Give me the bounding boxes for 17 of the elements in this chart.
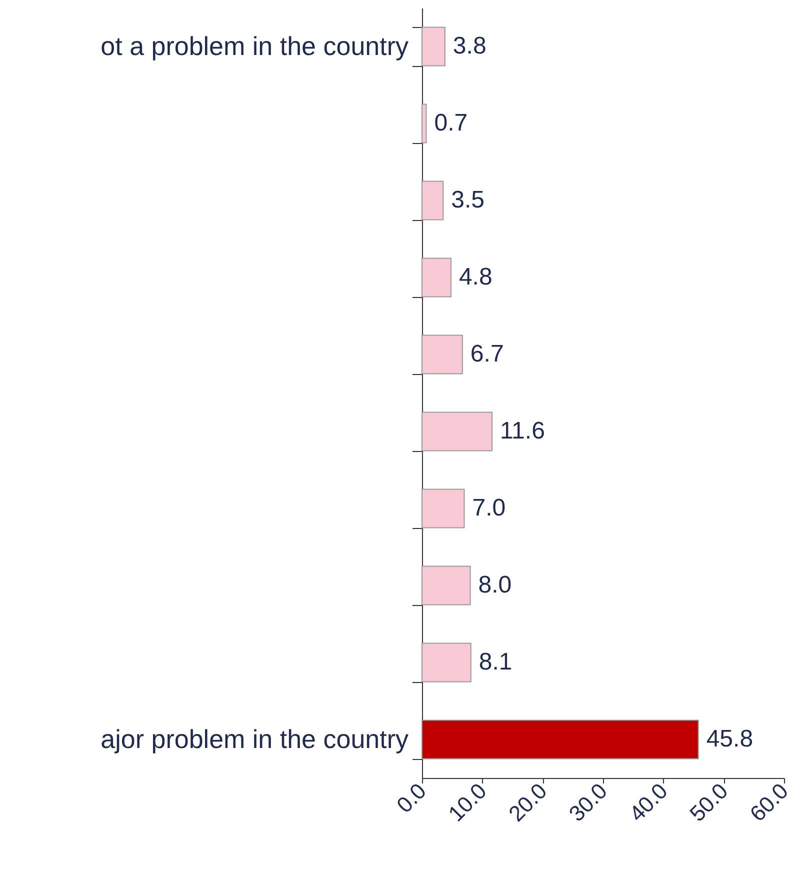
x-tick-label: 40.0 [624,778,672,826]
data-label: 8.0 [478,572,512,598]
data-label: 8.1 [478,648,512,676]
data-label: 3.5 [451,186,484,214]
data-label: 3.8 [452,32,486,60]
x-tick-label: 60.0 [745,778,793,826]
data-label: 11.6 [500,418,545,444]
x-tick-label: 30.0 [564,778,612,826]
data-label: 0.7 [434,110,468,136]
y-tick-label: ajor problem in the country [100,724,408,754]
y-tick-label: ot a problem in the country [100,31,408,61]
x-tick-label: 0.0 [392,778,431,818]
data-label: 4.8 [458,264,492,290]
data-label: 6.7 [470,340,504,368]
x-tick-label: 50.0 [684,778,733,826]
data-label: 7.0 [472,494,506,522]
data-label: 45.8 [706,726,754,752]
